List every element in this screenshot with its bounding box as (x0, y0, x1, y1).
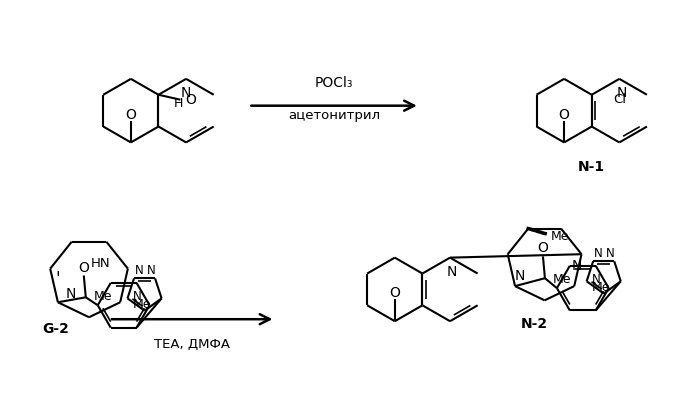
Text: O: O (389, 286, 400, 300)
Text: Me: Me (553, 273, 571, 286)
Text: O: O (185, 93, 195, 107)
Text: G-2: G-2 (43, 322, 70, 336)
Text: H: H (173, 97, 183, 110)
Text: ацетонитрил: ацетонитрил (288, 109, 380, 122)
Text: O: O (78, 261, 89, 274)
Text: N: N (447, 265, 457, 279)
Text: N: N (592, 273, 601, 286)
Text: N-1: N-1 (578, 160, 605, 174)
Text: N: N (594, 247, 602, 260)
Text: O: O (126, 108, 136, 121)
Text: N: N (133, 290, 142, 303)
Text: O: O (558, 108, 570, 121)
Text: HN: HN (90, 257, 110, 270)
Text: ': ' (56, 270, 61, 288)
Text: Me: Me (133, 298, 151, 311)
Text: N: N (181, 86, 191, 100)
Text: N: N (147, 264, 156, 277)
Text: N-2: N-2 (521, 317, 548, 331)
Text: N: N (616, 86, 627, 100)
Text: N: N (515, 269, 525, 283)
Text: ТЕА, ДМФА: ТЕА, ДМФА (154, 337, 230, 351)
Text: Me: Me (551, 230, 570, 243)
Text: POCl₃: POCl₃ (315, 76, 353, 90)
Text: N: N (66, 288, 76, 301)
Text: N: N (572, 259, 581, 273)
Text: Me: Me (591, 281, 610, 294)
Text: N: N (606, 247, 615, 260)
Text: O: O (537, 241, 549, 255)
Text: Cl: Cl (613, 93, 626, 106)
Text: N: N (135, 264, 143, 277)
Text: Me: Me (94, 290, 112, 303)
